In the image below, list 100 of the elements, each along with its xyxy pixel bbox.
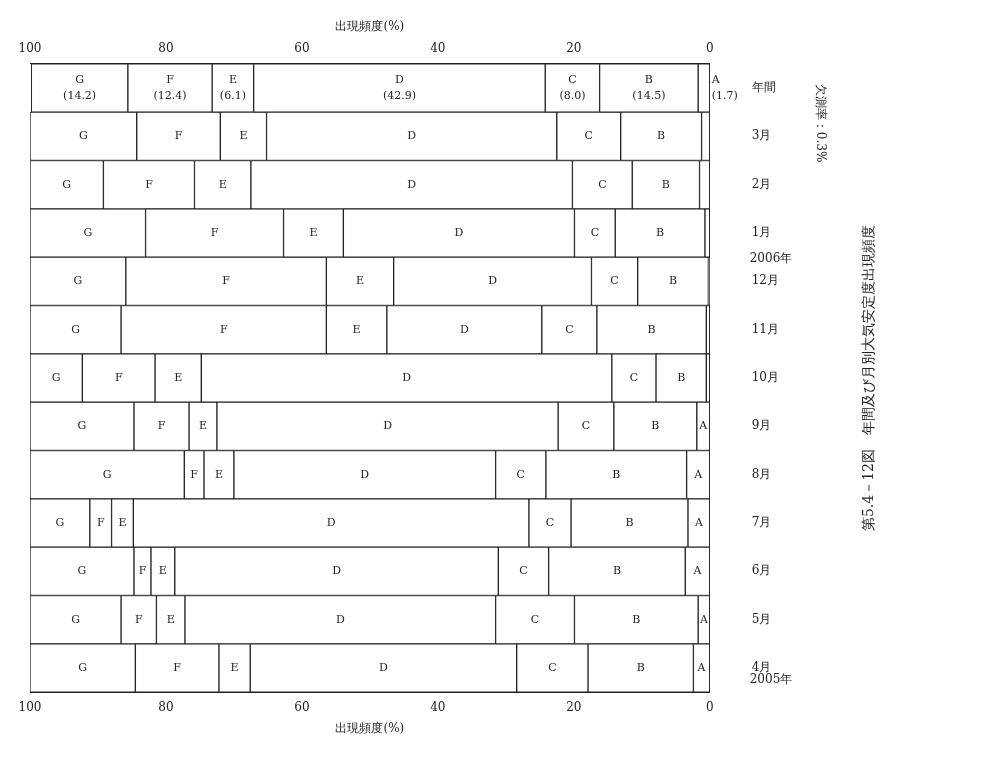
text: G bbox=[55, 515, 65, 529]
y-tick-label: 5月 bbox=[751, 611, 772, 626]
series-label: E bbox=[118, 515, 127, 529]
text: C bbox=[584, 129, 593, 143]
text: D bbox=[459, 322, 469, 336]
y-tick-label: 8月 bbox=[751, 466, 772, 481]
x-tick-label: 60 bbox=[294, 699, 310, 714]
text: C bbox=[598, 177, 607, 191]
data-label: (14.2) bbox=[63, 88, 97, 102]
text: B bbox=[636, 660, 645, 674]
text: A bbox=[699, 419, 708, 433]
x2-tick-label: 0 bbox=[705, 40, 714, 55]
text: C bbox=[610, 274, 619, 288]
x-tick-label: 0 bbox=[705, 699, 714, 714]
text: E bbox=[158, 564, 167, 578]
x2-tick-label: 60 bbox=[294, 40, 310, 55]
data-label: (14.5) bbox=[632, 88, 666, 102]
text: B bbox=[668, 274, 678, 288]
text: C bbox=[565, 322, 574, 336]
x2-tick-label: 100 bbox=[18, 40, 42, 55]
text: D bbox=[326, 515, 336, 529]
text: D bbox=[379, 660, 388, 674]
text: D bbox=[402, 370, 411, 384]
text: C bbox=[545, 515, 555, 529]
text: B bbox=[677, 370, 686, 384]
series-label: F bbox=[138, 564, 147, 578]
text: B bbox=[647, 322, 656, 336]
x2-tick-label: 40 bbox=[430, 40, 446, 55]
text: E bbox=[228, 72, 237, 86]
x-tick-label: 40 bbox=[430, 699, 446, 714]
text: E bbox=[218, 177, 227, 191]
y-tick-label: 2月 bbox=[751, 176, 772, 191]
y-tick-label: 6月 bbox=[751, 563, 772, 578]
text: E bbox=[309, 225, 318, 239]
text: E bbox=[214, 467, 223, 481]
x2-tick-label: 80 bbox=[158, 40, 174, 55]
text: B bbox=[661, 177, 670, 191]
text: F bbox=[174, 129, 183, 143]
text: G bbox=[102, 467, 112, 481]
text: B bbox=[612, 467, 621, 481]
text: G bbox=[77, 419, 87, 433]
y-tick-label: 3月 bbox=[751, 128, 772, 143]
text: D bbox=[383, 419, 392, 433]
x2-tick-label: 20 bbox=[566, 40, 582, 55]
text: D bbox=[488, 274, 497, 288]
text: G bbox=[51, 370, 61, 384]
text: C bbox=[519, 564, 528, 578]
text: B bbox=[657, 129, 666, 143]
text: D bbox=[407, 129, 417, 143]
text: A bbox=[694, 467, 703, 481]
text: F bbox=[166, 72, 174, 86]
data-label: (12.4) bbox=[153, 88, 187, 102]
text: A bbox=[697, 660, 706, 674]
text: 2006年 bbox=[749, 250, 793, 265]
text: A bbox=[694, 515, 703, 529]
text: F bbox=[145, 177, 153, 191]
text: 欠測率：0.3% bbox=[813, 83, 828, 163]
text: E bbox=[230, 660, 239, 674]
text: G bbox=[78, 660, 88, 674]
data-label: (42.9) bbox=[382, 88, 416, 102]
text: G bbox=[71, 612, 80, 626]
text: G bbox=[71, 322, 80, 336]
series-label: D bbox=[395, 72, 405, 86]
series-label: B bbox=[644, 72, 653, 86]
y-tick-label: 年間 bbox=[751, 80, 776, 95]
text: D bbox=[407, 177, 417, 191]
text: C bbox=[581, 419, 591, 433]
text: F bbox=[190, 467, 198, 481]
text: F bbox=[157, 419, 166, 433]
text: B bbox=[632, 612, 641, 626]
text: E bbox=[355, 274, 365, 288]
y-tick-label: 12月 bbox=[751, 273, 780, 288]
series-label: A bbox=[698, 612, 709, 626]
text: B bbox=[651, 419, 660, 433]
text: 2005年 bbox=[749, 672, 793, 687]
text: E bbox=[352, 322, 361, 336]
text: F bbox=[219, 322, 228, 336]
text: B bbox=[612, 564, 621, 578]
text: D bbox=[360, 467, 370, 481]
text: F bbox=[222, 274, 230, 288]
text: F bbox=[114, 370, 123, 384]
series-label: C bbox=[568, 72, 577, 86]
text: G bbox=[73, 274, 83, 288]
text: G bbox=[83, 225, 93, 239]
text: G bbox=[77, 564, 87, 578]
text: C bbox=[516, 467, 525, 481]
text: 第5.4－12図 年間及び月別大気安定度出現頻度 bbox=[860, 224, 877, 532]
text: E bbox=[166, 612, 175, 626]
text: G bbox=[78, 129, 88, 143]
data-label: (6.1) bbox=[219, 88, 246, 102]
text: C bbox=[548, 660, 557, 674]
text: F bbox=[96, 515, 105, 529]
text: E bbox=[174, 370, 183, 384]
x2-axis-title: 出現頻度(%) bbox=[335, 19, 405, 34]
y-tick-label: 11月 bbox=[751, 321, 780, 336]
text: B bbox=[625, 515, 634, 529]
data-label: (8.0) bbox=[559, 88, 586, 102]
x-axis-title: 出現頻度(%) bbox=[335, 720, 405, 735]
series-label: G bbox=[75, 72, 85, 86]
y-tick-label: 10月 bbox=[751, 370, 780, 385]
